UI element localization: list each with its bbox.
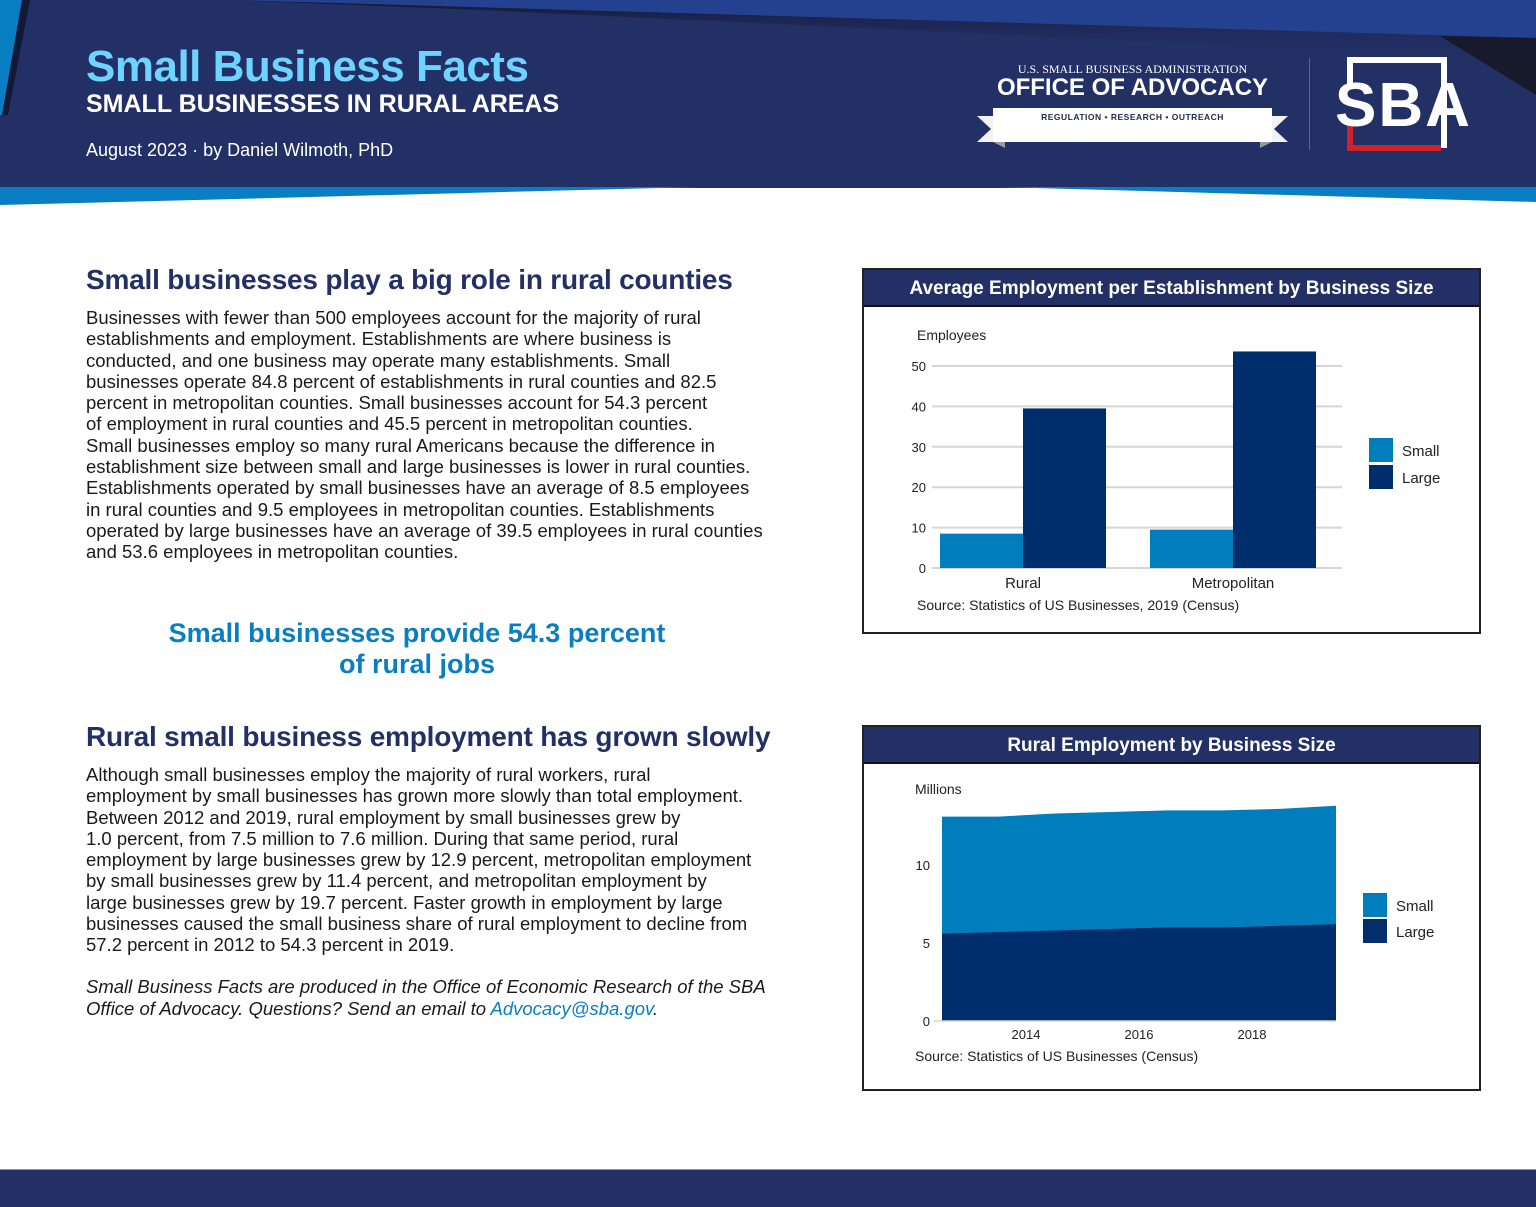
advocacy-ribbon-text: REGULATION • RESEARCH • OUTREACH xyxy=(1041,112,1224,122)
body-line: employment by large businesses grew by 1… xyxy=(86,849,752,871)
area-chart-title: Rural Employment by Business Size xyxy=(864,727,1479,764)
body-line: 1.0 percent, from 7.5 million to 7.6 mil… xyxy=(86,827,679,849)
section-body-growth: Although small businesses employ the maj… xyxy=(86,764,821,956)
callout-line: Small businesses provide 54.3 percent xyxy=(168,618,666,648)
legend-label: Small xyxy=(1402,443,1440,460)
body-line: Businesses with fewer than 500 employees… xyxy=(86,307,701,328)
bar xyxy=(940,533,1023,568)
chart-source: Source: Statistics of US Businesses (Cen… xyxy=(915,1048,1198,1064)
header-divider xyxy=(1309,58,1310,150)
sba-logo: SBA xyxy=(1330,56,1470,154)
x-tick-label: 2018 xyxy=(1238,1027,1267,1042)
advocacy-logo-main: OFFICE OF ADVOCACY xyxy=(996,74,1269,101)
y-tick-label: 0 xyxy=(919,561,926,576)
footer-note: Small Business Facts are produced in the… xyxy=(86,976,821,1019)
page-header: Small Business Facts SMALL BUSINESSES IN… xyxy=(0,0,1536,210)
page-title: Small Business Facts xyxy=(86,42,529,91)
callout-line: of rural jobs xyxy=(338,649,495,679)
legend-swatch xyxy=(1369,438,1393,462)
body-line: operated by large businesses have an ave… xyxy=(86,519,763,541)
sba-bracket-icon xyxy=(1347,57,1447,151)
y-axis-label: Millions xyxy=(915,781,962,797)
bar xyxy=(1150,529,1233,568)
body-line: businesses caused the small business sha… xyxy=(86,913,748,935)
bar-chart-title: Average Employment per Establishment by … xyxy=(864,270,1479,307)
legend-label: Small xyxy=(1396,898,1434,915)
section-body-rural-role: Businesses with fewer than 500 employees… xyxy=(86,307,821,563)
legend-swatch xyxy=(1363,893,1387,917)
bar xyxy=(1233,351,1316,568)
note-line: Small Business Facts are produced in the… xyxy=(86,976,766,997)
y-tick-label: 10 xyxy=(916,858,930,873)
body-line: Although small businesses employ the maj… xyxy=(86,764,651,785)
body-line: establishments and employment. Establish… xyxy=(86,328,672,350)
y-tick-label: 5 xyxy=(923,936,930,951)
legend-label: Large xyxy=(1396,924,1434,941)
body-line: Between 2012 and 2019, rural employment … xyxy=(86,806,681,828)
footer-bar xyxy=(0,1169,1536,1207)
body-line: Small businesses employ so many rural Am… xyxy=(86,434,715,456)
body-line: Establishments operated by small busines… xyxy=(86,477,750,499)
legend-label: Large xyxy=(1402,470,1440,487)
bar xyxy=(1023,408,1106,568)
body-line: employment by small businesses has grown… xyxy=(86,785,744,807)
body-line: large businesses grew by 19.7 percent. F… xyxy=(86,891,723,913)
note-punctuation: . xyxy=(652,997,659,1019)
y-tick-label: 50 xyxy=(912,359,926,374)
y-axis-label: Employees xyxy=(917,327,986,343)
section-heading-rural-role: Small businesses play a big role in rura… xyxy=(86,264,733,295)
x-category-label: Rural xyxy=(1005,575,1041,592)
note-line: Office of Advocacy. Questions? Send an e… xyxy=(86,998,821,1020)
section-heading-growth: Rural small business employment has grow… xyxy=(86,721,771,752)
sba-logo-text: SBA xyxy=(1335,71,1472,140)
body-line: percent in metropolitan counties. Small … xyxy=(86,392,708,414)
bar-chart-panel: Average Employment per Establishment by … xyxy=(862,268,1481,634)
body-line: businesses operate 84.8 percent of estab… xyxy=(86,370,717,392)
y-tick-label: 0 xyxy=(923,1014,930,1029)
area-large xyxy=(942,924,1336,1021)
bar-chart: Employees 0 10 20 30 40 50 Rural Metropolitan Sou… xyxy=(912,327,1441,613)
body-line: establishment size between small and lar… xyxy=(86,456,751,478)
legend-swatch xyxy=(1369,465,1393,489)
body-line: conducted, and one business may operate … xyxy=(86,349,671,371)
body-line: by small businesses grew by 11.4 percent… xyxy=(86,870,707,892)
office-of-advocacy-logo: U.S. SMALL BUSINESS ADMINISTRATION OFFIC… xyxy=(975,60,1290,160)
y-tick-label: 30 xyxy=(912,440,926,455)
page-subtitle: SMALL BUSINESSES IN RURAL AREAS xyxy=(86,90,560,118)
advocacy-logo-top-line: U.S. SMALL BUSINESS ADMINISTRATION xyxy=(1017,62,1248,76)
y-tick-label: 10 xyxy=(912,521,926,536)
body-line: in rural counties and 9.5 employees in m… xyxy=(86,498,715,520)
ribbon-icon xyxy=(977,108,1288,148)
x-tick-label: 2016 xyxy=(1125,1027,1154,1042)
body-line: and 53.6 employees in metropolitan count… xyxy=(86,541,459,563)
x-tick-label: 2014 xyxy=(1012,1027,1041,1042)
y-tick-label: 20 xyxy=(912,480,926,495)
body-line: 57.2 percent in 2012 to 54.3 percent in … xyxy=(86,934,455,956)
callout-quote: Small businesses provide 54.3 percent of… xyxy=(86,618,748,680)
area-chart: Millions 0 5 10 2014 2016 2018 Source: Statisti… xyxy=(915,781,1434,1064)
email-link[interactable]: Advocacy@sba.gov xyxy=(490,997,653,1019)
x-category-label: Metropolitan xyxy=(1192,575,1275,592)
body-line: of employment in rural counties and 45.5… xyxy=(86,413,693,435)
chart-source: Source: Statistics of US Businesses, 201… xyxy=(917,597,1239,613)
byline: August 2023 · by Daniel Wilmoth, PhD xyxy=(86,140,394,160)
note-text: Office of Advocacy. Questions? Send an e… xyxy=(86,997,491,1019)
legend-swatch xyxy=(1363,919,1387,943)
y-tick-label: 40 xyxy=(912,399,926,414)
area-chart-panel: Rural Employment by Business Size Millio… xyxy=(862,725,1481,1091)
header-background xyxy=(0,0,1536,205)
